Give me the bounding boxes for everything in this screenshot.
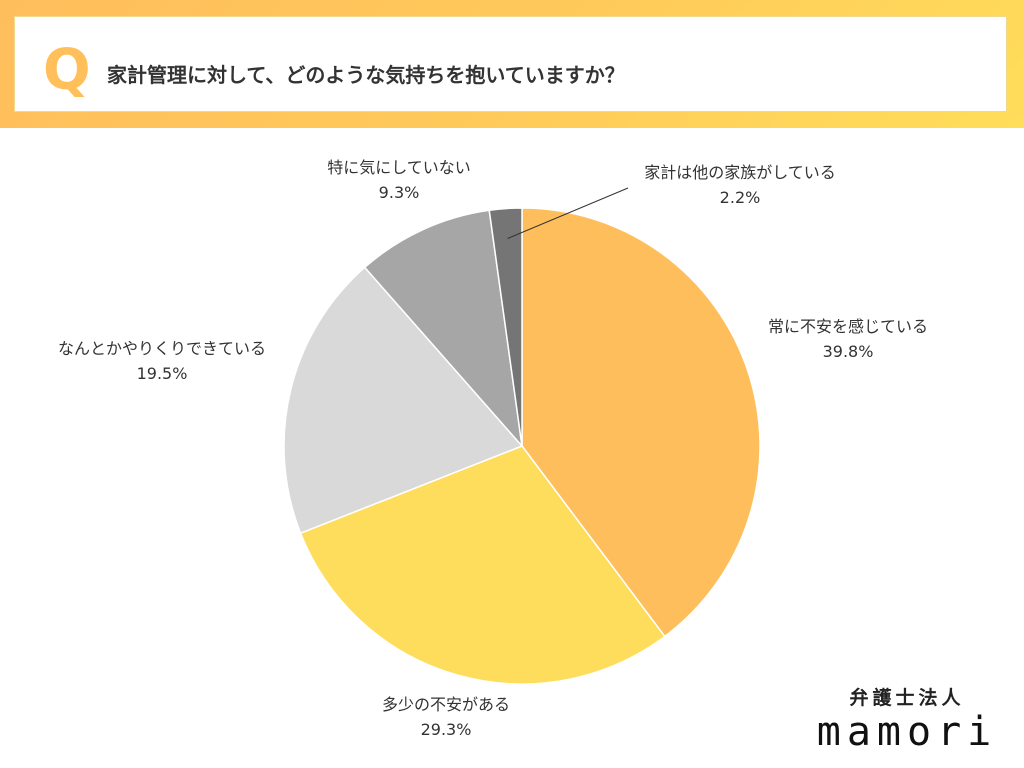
leader-lines — [507, 187, 629, 239]
slice-label: なんとかやりくりできている — [58, 339, 266, 358]
question-banner: Q 家計管理に対して、どのような気持ちを抱いていますか？ — [0, 0, 1024, 128]
slice-value-label: 39.8% — [823, 342, 874, 361]
slice-label: 特に気にしていない — [327, 158, 471, 177]
slice-label: 家計は他の家族がしている — [644, 163, 836, 182]
slice-value-label: 29.3% — [421, 720, 472, 739]
brand-name: mamori — [816, 709, 998, 755]
pie-slice — [363, 209, 524, 449]
leader-line — [507, 187, 629, 239]
slice-value-label: 9.3% — [379, 183, 420, 202]
question-box: Q 家計管理に対して、どのような気持ちを抱いていますか？ — [14, 16, 1007, 112]
slice-value-label: 19.5% — [137, 364, 188, 383]
slice-value-label: 2.2% — [720, 188, 761, 207]
slice-label: 常に不安を感じている — [768, 317, 928, 336]
pie-slice — [299, 445, 666, 685]
question-text: 家計管理に対して、どのような気持ちを抱いていますか？ — [107, 63, 625, 87]
pie-slices — [283, 207, 761, 685]
brand-subtitle: 弁護士法人 — [849, 687, 965, 709]
slice-labels: 常に不安を感じている 39.8% 多少の不安がある 29.3% なんとかやりくりできてい… — [58, 158, 928, 739]
pie-slice — [488, 207, 523, 447]
pie-slice — [283, 266, 524, 535]
question-letter: Q — [43, 38, 91, 103]
brand-logo: 弁護士法人 mamori — [812, 686, 1002, 754]
pie-slice — [521, 207, 761, 638]
slice-label: 多少の不安がある — [382, 695, 510, 714]
